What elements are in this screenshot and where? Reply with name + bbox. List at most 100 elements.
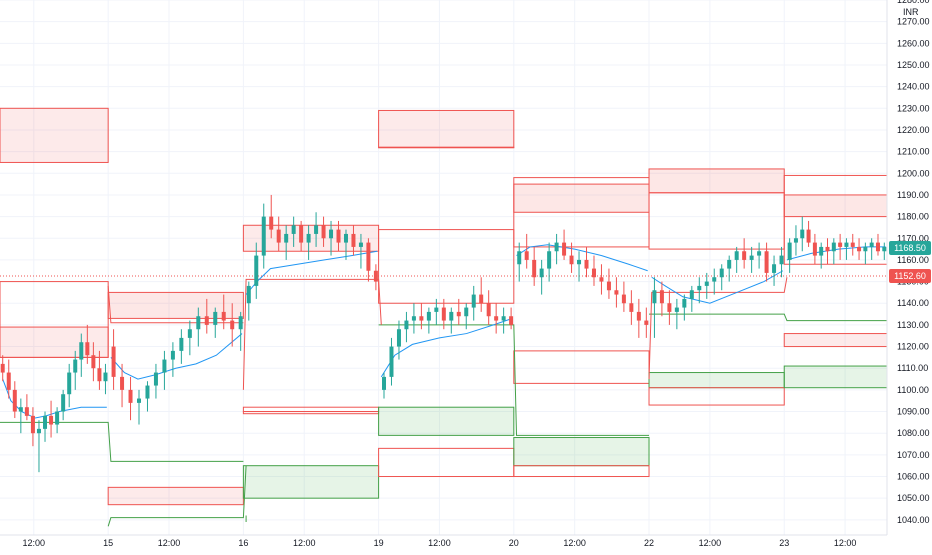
candle[interactable] — [145, 381, 150, 412]
candle[interactable] — [689, 285, 694, 312]
candle[interactable] — [187, 320, 192, 356]
candle[interactable] — [539, 259, 544, 295]
candle[interactable] — [674, 298, 679, 330]
candle[interactable] — [97, 350, 102, 390]
candle[interactable] — [524, 233, 529, 269]
candle[interactable] — [6, 359, 11, 399]
candle[interactable] — [764, 242, 769, 282]
candle[interactable] — [682, 294, 687, 321]
candle[interactable] — [850, 233, 855, 256]
candle[interactable] — [269, 194, 274, 239]
candle[interactable] — [629, 290, 634, 325]
candle[interactable] — [464, 303, 469, 330]
candle[interactable] — [509, 307, 514, 330]
candle[interactable] — [825, 238, 830, 265]
candle[interactable] — [793, 225, 798, 256]
candle[interactable] — [857, 238, 862, 260]
candle[interactable] — [284, 225, 289, 260]
candle[interactable] — [844, 238, 849, 260]
candle[interactable] — [644, 307, 649, 338]
candle[interactable] — [336, 220, 341, 252]
candle[interactable] — [85, 324, 90, 364]
time-axis[interactable]: 12:00 15 12:00 16 12:00 19 12:00 20 12:00 22 12:00… — [23, 538, 857, 548]
candle[interactable] — [787, 238, 792, 273]
candle[interactable] — [749, 246, 754, 273]
candle[interactable] — [30, 407, 35, 447]
candle[interactable] — [389, 337, 394, 386]
candle[interactable] — [577, 251, 582, 282]
candle[interactable] — [404, 311, 409, 343]
candle[interactable] — [111, 329, 116, 390]
candle[interactable] — [321, 216, 326, 247]
candle[interactable] — [547, 242, 552, 282]
candle[interactable] — [434, 298, 439, 325]
candle[interactable] — [43, 411, 48, 442]
candle[interactable] — [501, 307, 506, 334]
candle[interactable] — [291, 216, 296, 247]
candle[interactable] — [742, 238, 747, 269]
candle[interactable] — [863, 242, 868, 265]
candle[interactable] — [734, 246, 739, 273]
candle[interactable] — [67, 363, 72, 408]
candle[interactable] — [0, 355, 5, 382]
candle[interactable] — [614, 277, 619, 308]
candle[interactable] — [366, 238, 371, 282]
candle[interactable] — [343, 229, 348, 260]
candle[interactable] — [213, 307, 218, 338]
candle[interactable] — [61, 389, 66, 421]
candle[interactable] — [479, 277, 484, 312]
candle[interactable] — [819, 242, 824, 269]
candle[interactable] — [659, 281, 664, 317]
candle[interactable] — [719, 264, 724, 291]
candle[interactable] — [697, 277, 702, 304]
candle[interactable] — [254, 242, 259, 299]
candle[interactable] — [230, 303, 235, 347]
candle[interactable] — [449, 307, 454, 334]
candle[interactable] — [800, 216, 805, 252]
candle[interactable] — [652, 277, 657, 338]
candle[interactable] — [419, 303, 424, 330]
candle[interactable] — [606, 268, 611, 299]
candlesticks[interactable] — [0, 194, 887, 473]
candle[interactable] — [103, 363, 108, 395]
candle[interactable] — [351, 225, 356, 256]
candle[interactable] — [299, 220, 304, 252]
candle[interactable] — [456, 298, 461, 325]
candle[interactable] — [162, 350, 167, 390]
candle[interactable] — [471, 285, 476, 321]
candle[interactable] — [486, 290, 491, 325]
candle[interactable] — [779, 246, 784, 278]
candle[interactable] — [667, 290, 672, 325]
candle[interactable] — [882, 242, 887, 260]
candle[interactable] — [426, 307, 431, 334]
candle[interactable] — [179, 329, 184, 364]
candle[interactable] — [153, 363, 158, 399]
candle[interactable] — [221, 294, 226, 330]
candle[interactable] — [875, 233, 880, 256]
candle[interactable] — [55, 407, 60, 434]
candle[interactable] — [494, 303, 499, 334]
candle[interactable] — [831, 238, 836, 265]
candle[interactable] — [36, 420, 41, 473]
candle[interactable] — [806, 220, 811, 247]
candle[interactable] — [591, 255, 596, 286]
candle[interactable] — [636, 298, 641, 338]
candle[interactable] — [621, 281, 626, 312]
candle[interactable] — [136, 389, 141, 425]
candle[interactable] — [261, 203, 266, 269]
candle[interactable] — [306, 225, 311, 260]
candle[interactable] — [238, 311, 243, 351]
candle[interactable] — [712, 268, 717, 295]
candle[interactable] — [196, 307, 201, 347]
candle[interactable] — [812, 233, 817, 265]
candle[interactable] — [246, 281, 251, 321]
candle[interactable] — [170, 342, 175, 377]
candle[interactable] — [18, 398, 23, 434]
candle[interactable] — [727, 255, 732, 282]
candle[interactable] — [704, 272, 709, 299]
candle[interactable] — [128, 376, 133, 421]
candle[interactable] — [329, 220, 334, 256]
candle[interactable] — [73, 350, 78, 390]
